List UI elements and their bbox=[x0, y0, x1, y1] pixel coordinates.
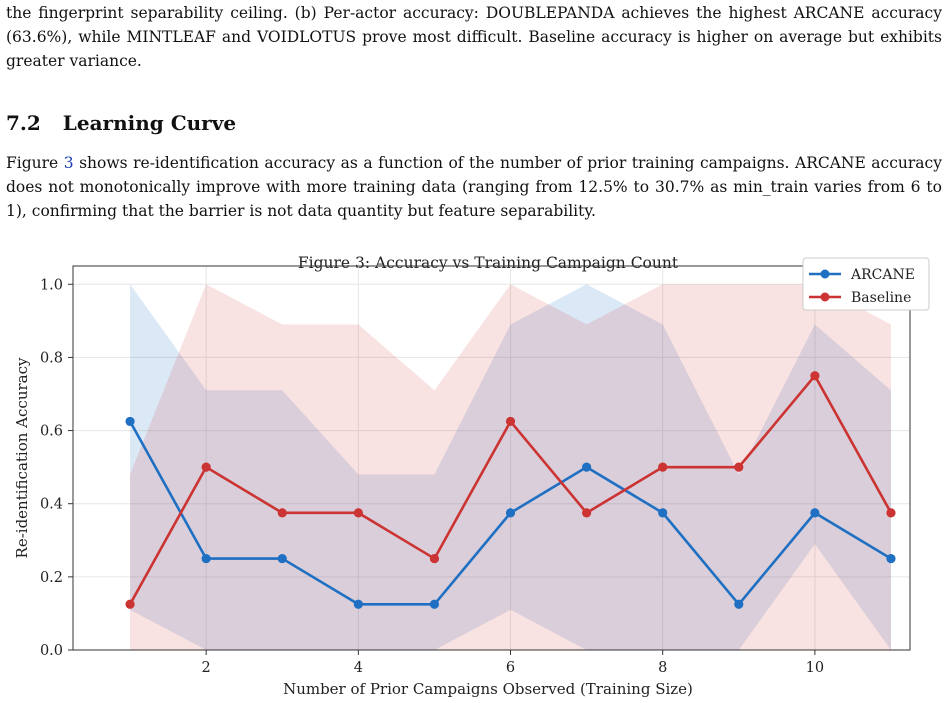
x-tick-label: 4 bbox=[354, 660, 363, 676]
series-points bbox=[125, 371, 896, 609]
paragraph-prefix: Figure bbox=[6, 154, 64, 172]
point-arcane bbox=[582, 462, 592, 472]
point-baseline bbox=[429, 553, 440, 564]
point-arcane bbox=[353, 599, 363, 609]
x-tick-label: 2 bbox=[202, 660, 211, 676]
figure-reference-link[interactable]: 3 bbox=[63, 154, 74, 172]
point-baseline bbox=[353, 508, 363, 518]
confidence-bands bbox=[130, 284, 891, 650]
y-tick-label: 0.8 bbox=[40, 350, 63, 366]
y-tick-label: 0.0 bbox=[40, 643, 63, 659]
previous-paragraph: the fingerprint separability ceiling. (b… bbox=[6, 4, 942, 70]
point-baseline bbox=[201, 462, 211, 472]
y-axis-label: Re-identification Accuracy bbox=[13, 357, 31, 558]
section-title: Learning Curve bbox=[62, 111, 237, 135]
x-axis-ticks: 2 4 6 8 10 bbox=[202, 650, 824, 676]
point-baseline bbox=[734, 462, 744, 472]
legend-marker-baseline bbox=[820, 292, 830, 302]
band-baseline bbox=[130, 284, 891, 650]
x-tick-label: 10 bbox=[806, 660, 824, 676]
point-arcane bbox=[429, 599, 440, 609]
point-arcane bbox=[734, 599, 744, 609]
x-axis-label: Number of Prior Campaigns Observed (Trai… bbox=[283, 680, 693, 698]
point-baseline bbox=[886, 508, 896, 518]
point-arcane bbox=[125, 416, 135, 427]
point-baseline bbox=[582, 508, 592, 518]
y-tick-label: 1.0 bbox=[40, 277, 63, 293]
plot-frame bbox=[72, 265, 911, 651]
chart-title: Figure 3: Accuracy vs Training Campaign … bbox=[298, 254, 679, 272]
y-tick-label: 0.6 bbox=[40, 424, 63, 440]
section-number: 7.2 bbox=[6, 111, 41, 135]
legend-label-arcane: ARCANE bbox=[850, 267, 915, 283]
x-tick-label: 6 bbox=[506, 660, 515, 676]
legend-marker-arcane bbox=[820, 269, 830, 279]
legend-label-baseline: Baseline bbox=[851, 290, 911, 306]
point-baseline bbox=[810, 371, 820, 381]
point-baseline bbox=[505, 416, 516, 427]
point-arcane bbox=[277, 553, 287, 564]
point-arcane bbox=[810, 508, 820, 518]
y-tick-label: 0.4 bbox=[40, 497, 63, 513]
point-baseline bbox=[658, 462, 668, 472]
point-baseline bbox=[277, 508, 287, 518]
paragraph-body: shows re-identification accuracy as a fu… bbox=[6, 154, 942, 220]
section-heading: 7.2 Learning Curve bbox=[6, 111, 236, 135]
point-arcane bbox=[201, 553, 211, 564]
point-baseline bbox=[125, 599, 135, 609]
accuracy-chart: Figure 3: Accuracy vs Training Campaign … bbox=[13, 254, 930, 698]
point-arcane bbox=[658, 508, 668, 518]
body-paragraph: Figure 3 shows re-identification accurac… bbox=[6, 151, 942, 223]
x-tick-label: 8 bbox=[658, 660, 667, 676]
y-tick-label: 0.2 bbox=[40, 570, 63, 586]
point-arcane bbox=[886, 553, 896, 564]
point-arcane bbox=[505, 508, 516, 518]
y-axis-ticks: 0.0 0.2 0.4 0.6 0.8 1.0 bbox=[40, 277, 73, 659]
chart-legend: ARCANE Baseline bbox=[802, 257, 930, 311]
